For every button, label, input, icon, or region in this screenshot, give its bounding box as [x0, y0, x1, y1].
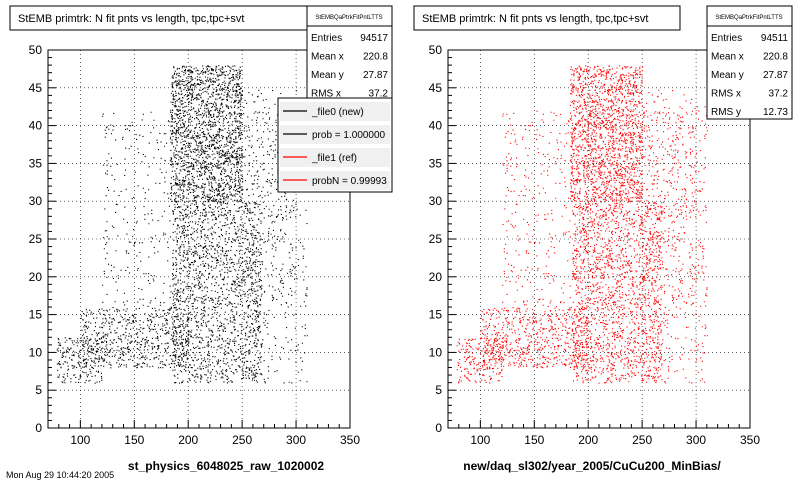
stats-label: Entries — [311, 33, 342, 44]
left-scatter — [56, 65, 308, 384]
x-tick-label: 150 — [524, 433, 544, 447]
legend-row-bg — [280, 148, 390, 167]
stats-value: 220.8 — [763, 52, 788, 63]
y-tick-label: 50 — [429, 43, 443, 57]
left-xlabel: st_physics_6048025_raw_1020002 — [128, 459, 324, 473]
legend-row-bg — [280, 102, 390, 121]
y-tick-label: 10 — [429, 345, 443, 359]
right-title-box — [413, 5, 681, 31]
x-tick-label: 250 — [232, 433, 252, 447]
legend-label: _file1 (ref) — [311, 153, 357, 164]
stats-value: 27.87 — [763, 70, 788, 81]
y-tick-label: 15 — [429, 308, 443, 322]
left-stats-box: StEMBQaPtrkFitPntLTTS Entries 94517 Mean x… — [306, 5, 393, 102]
x-tick-label: 350 — [340, 433, 360, 447]
stats-label: Entries — [711, 33, 742, 44]
stats-value: 27.87 — [363, 70, 388, 81]
y-tick-label: 5 — [35, 383, 42, 397]
y-tick-label: 20 — [429, 270, 443, 284]
right-title: StEMB primtrk: N fit pnts vs length, tpc… — [422, 13, 649, 25]
stats-label: RMS y — [711, 107, 741, 118]
legend-row-bg — [280, 171, 390, 190]
stats-label: Mean x — [311, 52, 344, 63]
stats-label: Mean y — [711, 70, 744, 81]
right-xlabel: new/daq_sl302/year_2005/CuCu200_MinBias/ — [463, 459, 721, 473]
left-axes: 100 150 200 250 300 350 0 5 10 15 20 25 30 35 40 45 50 — [29, 43, 361, 447]
left-panel: 100 150 200 250 300 350 0 5 10 15 20 25 30 35 40 45 50 S… — [9, 5, 393, 473]
stats-value: 94517 — [360, 33, 388, 44]
legend-label: prob = 1.000000 — [312, 130, 386, 141]
y-tick-label: 40 — [429, 119, 443, 133]
x-tick-label: 200 — [178, 433, 198, 447]
y-tick-label: 15 — [29, 308, 43, 322]
stats-value: 220.8 — [363, 52, 388, 63]
y-tick-label: 25 — [429, 232, 443, 246]
stats-value: 94511 — [761, 33, 789, 44]
y-tick-label: 35 — [429, 156, 443, 170]
y-tick-label: 30 — [429, 194, 443, 208]
y-tick-label: 50 — [29, 43, 43, 57]
legend-label: probN = 0.99993 — [312, 176, 387, 187]
y-tick-label: 25 — [29, 232, 43, 246]
stats-label: RMS x — [711, 89, 741, 100]
y-tick-label: 30 — [29, 194, 43, 208]
stats-value: 37.2 — [369, 89, 389, 100]
y-tick-label: 35 — [29, 156, 43, 170]
legend-row-bg — [280, 125, 390, 144]
stats-label: RMS x — [311, 89, 341, 100]
y-tick-label: 0 — [35, 421, 42, 435]
x-tick-label: 350 — [740, 433, 760, 447]
y-tick-label: 40 — [29, 119, 43, 133]
x-tick-label: 300 — [286, 433, 306, 447]
footer-timestamp: Mon Aug 29 10:44:20 2005 — [6, 470, 114, 480]
stats-label: Mean y — [311, 70, 344, 81]
x-tick-label: 300 — [686, 433, 706, 447]
left-legend: _file0 (new) prob = 1.000000 _file1 (ref) p… — [277, 97, 393, 193]
right-stats-name: StEMBQaPtrkFitPntLTTS — [715, 15, 782, 21]
right-panel: 100 150 200 250 300 350 0 5 10 15 20 25 30 35 40 45 50 S… — [413, 5, 793, 473]
x-tick-label: 150 — [124, 433, 144, 447]
scatter-points — [56, 65, 308, 384]
left-stats-name: StEMBQaPtrkFitPntLTTS — [315, 15, 382, 21]
y-tick-label: 45 — [29, 81, 43, 95]
x-tick-label: 200 — [578, 433, 598, 447]
x-tick-label: 100 — [470, 433, 490, 447]
y-tick-label: 20 — [29, 270, 43, 284]
y-tick-label: 10 — [29, 345, 43, 359]
stats-value: 37.2 — [769, 89, 789, 100]
legend-label: _file0 (new) — [311, 107, 364, 118]
y-tick-label: 5 — [435, 383, 442, 397]
left-title-box — [9, 5, 309, 31]
y-tick-label: 0 — [435, 421, 442, 435]
stats-label: Mean x — [711, 52, 744, 63]
right-axes: 100 150 200 250 300 350 0 5 10 15 20 25 30 35 40 45 50 — [429, 43, 761, 447]
y-tick-label: 45 — [429, 81, 443, 95]
right-stats-box: StEMBQaPtrkFitPntLTTS Entries 94511 Mean x… — [706, 5, 793, 120]
left-title: StEMB primtrk: N fit pnts vs length, tpc… — [18, 13, 245, 25]
x-tick-label: 250 — [632, 433, 652, 447]
x-tick-label: 100 — [70, 433, 90, 447]
stats-value: 12.73 — [763, 107, 788, 118]
